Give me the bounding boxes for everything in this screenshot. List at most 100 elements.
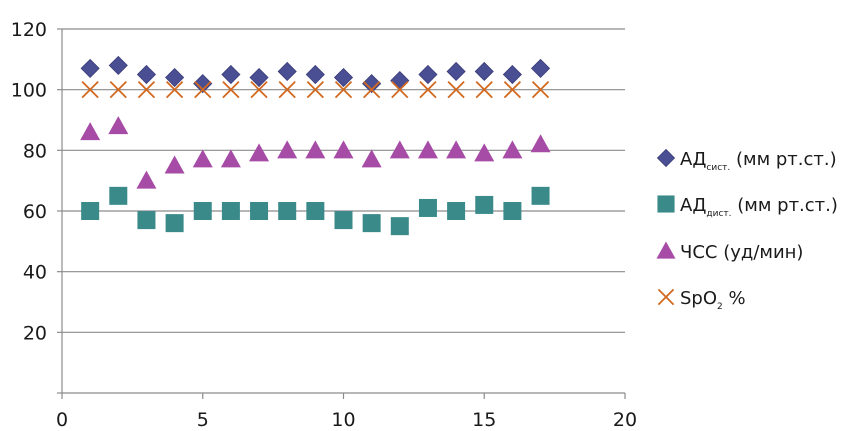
legend-marker (656, 241, 676, 259)
data-point (194, 81, 212, 99)
data-point (164, 155, 185, 174)
data-point (80, 122, 101, 141)
series-4 (81, 81, 550, 99)
data-point (530, 134, 551, 153)
data-point (419, 81, 437, 99)
data-point (363, 81, 381, 99)
series-1 (80, 55, 551, 94)
x-tick-label: 10 (331, 409, 355, 431)
data-point (277, 61, 297, 82)
legend-item: АДсист. (мм рт.ст.) (656, 148, 837, 173)
y-tick-label: 40 (23, 262, 47, 284)
data-point (193, 202, 212, 220)
data-point (165, 81, 184, 99)
tick-labels: 20 40 60 80 100 120 0 5 10 15 20 (11, 19, 637, 431)
data-point (220, 149, 241, 168)
data-point (475, 81, 493, 99)
data-point (81, 202, 100, 220)
data-point (278, 202, 297, 220)
axes (57, 28, 626, 399)
data-point (305, 140, 326, 159)
data-point (417, 140, 438, 159)
data-point (334, 81, 353, 99)
y-tick-label: 100 (11, 80, 47, 102)
data-point (447, 81, 465, 99)
data-point (502, 140, 523, 159)
data-point (418, 64, 438, 85)
data-point (306, 81, 324, 99)
data-point (250, 81, 268, 99)
data-point (222, 81, 240, 99)
data-point (249, 143, 270, 162)
data-point (447, 202, 466, 220)
data-point (250, 202, 269, 220)
data-point (136, 64, 157, 85)
data-point (80, 58, 100, 78)
data-point (108, 55, 128, 75)
data-point (530, 58, 551, 78)
data-point (389, 140, 410, 159)
legend-label: АДсист. (мм рт.ст.) (680, 149, 837, 173)
data-point (334, 211, 353, 230)
legend-marker (656, 148, 676, 168)
data-point (193, 74, 213, 94)
data-point (390, 217, 409, 236)
data-point (333, 140, 354, 159)
y-tick-label: 60 (23, 201, 47, 223)
legend: АДсист. (мм рт.ст.) АДдист. (мм рт.ст.) ЧС… (656, 148, 838, 312)
x-tick-label: 5 (197, 409, 209, 431)
legend-label: SpO2 % (680, 288, 746, 312)
data-point (306, 202, 325, 220)
data-point (446, 61, 466, 82)
data-point (137, 211, 156, 230)
data-point (531, 186, 550, 205)
x-tick-label: 20 (613, 409, 637, 431)
data-point (81, 81, 99, 99)
data-point (361, 149, 382, 168)
y-tick-label: 80 (23, 140, 47, 162)
data-point (362, 74, 382, 94)
data-point (165, 214, 184, 233)
legend-item: ЧСС (уд/мин) (656, 241, 803, 263)
data-point (277, 140, 298, 159)
data-point (305, 64, 325, 85)
data-marks (80, 55, 551, 236)
data-point (418, 198, 437, 217)
legend-marker (657, 288, 675, 306)
data-point (136, 170, 157, 189)
data-point (474, 143, 495, 162)
legend-label: ЧСС (уд/мин) (680, 242, 803, 263)
data-point (249, 67, 269, 88)
series-2 (81, 186, 550, 236)
data-point (475, 195, 494, 214)
x-tick-label: 0 (56, 409, 68, 431)
data-point (109, 186, 128, 205)
legend-item: АДдист. (мм рт.ст.) (657, 195, 838, 219)
y-tick-label: 20 (23, 322, 47, 344)
data-point (391, 81, 409, 99)
data-point (192, 149, 213, 168)
data-point (362, 214, 381, 233)
legend-label: АДдист. (мм рт.ст.) (680, 195, 838, 219)
data-point (390, 71, 410, 91)
legend-item: SpO2 % (657, 288, 746, 312)
data-point (446, 140, 467, 159)
data-point (165, 67, 185, 88)
data-point (531, 81, 550, 99)
data-point (108, 116, 129, 135)
legend-marker (657, 195, 675, 213)
data-point (109, 81, 127, 99)
data-point (221, 202, 240, 220)
series-3 (80, 116, 551, 189)
data-point (333, 67, 354, 88)
x-tick-label: 15 (472, 409, 496, 431)
data-point (502, 64, 522, 85)
data-point (221, 64, 241, 85)
data-point (474, 61, 494, 82)
data-point (278, 81, 296, 99)
data-point (503, 202, 522, 220)
y-tick-label: 120 (11, 19, 47, 41)
data-point (137, 81, 156, 99)
data-point (503, 81, 522, 99)
